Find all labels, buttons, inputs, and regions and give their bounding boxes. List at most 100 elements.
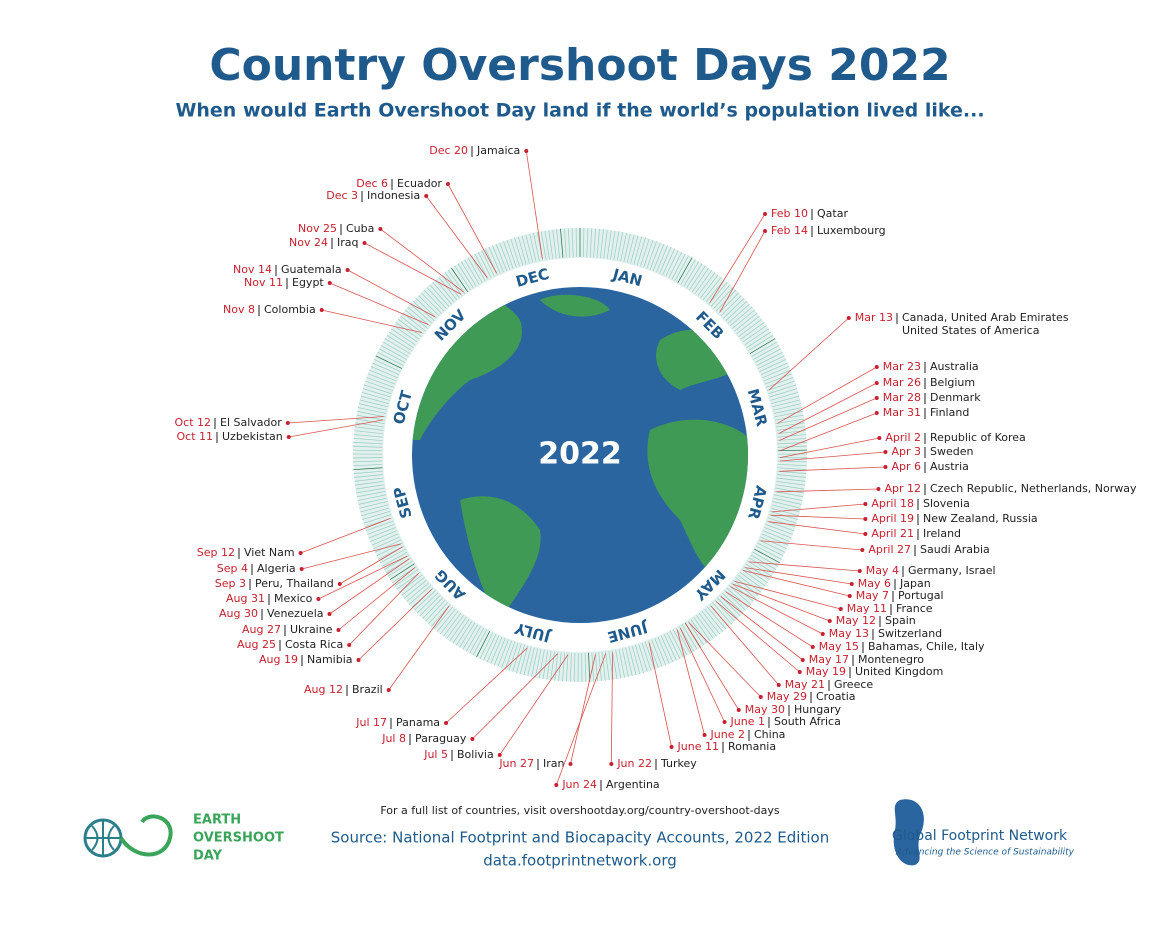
subtitle: When would Earth Overshoot Day land if t…	[175, 100, 984, 122]
leader-dot	[363, 241, 367, 245]
leader-dot	[328, 612, 332, 616]
entry-country: Egypt	[292, 276, 324, 289]
entry-date: Aug 27	[242, 623, 281, 636]
entry-country: Montenegro	[858, 653, 924, 666]
entry-date: June 2	[710, 728, 745, 741]
leader-line	[349, 573, 419, 645]
entry-country: Portugal	[898, 589, 944, 602]
entry-date: Jun 27	[498, 757, 534, 770]
entry-date: Mar 31	[883, 406, 921, 419]
entry-country: Hungary	[794, 703, 841, 716]
eod-text: DAY	[193, 849, 223, 864]
leader-dot	[863, 517, 867, 521]
entry-country: Guatemala	[281, 263, 342, 276]
title: Country Overshoot Days 2022	[209, 40, 950, 91]
leader-dot	[850, 582, 854, 586]
entry-country: Indonesia	[367, 189, 420, 202]
entry-country: Cuba	[346, 222, 374, 235]
entry-country: Costa Rica	[285, 638, 343, 651]
leader-dot	[801, 658, 805, 662]
entry-date: Apr 6	[891, 460, 921, 473]
entry-date: Sep 3	[215, 577, 246, 590]
entry-date: June 1	[730, 715, 765, 728]
entry-date: Apr 3	[891, 445, 921, 458]
entry-country: Algeria	[257, 562, 296, 575]
entry-date: Jul 8	[381, 732, 406, 745]
center-year: 2022	[538, 437, 622, 472]
leader-dot	[347, 643, 351, 647]
entry-country: France	[896, 602, 933, 615]
leader-dot	[328, 281, 332, 285]
entry-date: Aug 12	[304, 683, 343, 696]
leader-dot	[860, 548, 864, 552]
leader-dot	[737, 708, 741, 712]
leader-dot	[875, 381, 879, 385]
entry-date: Dec 20	[429, 144, 468, 157]
leader-dot	[299, 551, 303, 555]
leader-line	[689, 623, 761, 697]
entry-country: Brazil	[352, 683, 383, 696]
leader-dot	[670, 745, 674, 749]
entry-date: April 18	[871, 497, 914, 510]
entry-date: April 21	[871, 527, 914, 540]
leader-dot	[357, 658, 361, 662]
gfn-tagline: Advancing the Science of Sustainability	[895, 848, 1075, 858]
entry-country: Saudi Arabia	[920, 543, 990, 556]
entry-date: Feb 10	[771, 207, 808, 220]
leader-dot	[763, 212, 767, 216]
entry-date: May 12	[836, 614, 876, 627]
leader-dot	[876, 487, 880, 491]
entry-date: Jun 22	[616, 757, 652, 770]
leader-dot	[863, 502, 867, 506]
footer-url: data.footprintnetwork.org	[483, 852, 677, 870]
entry-country: Paraguay	[415, 732, 467, 745]
entry-date: Jul 17	[355, 716, 387, 729]
entry-date: Nov 25	[298, 222, 337, 235]
entry-date: May 6	[858, 577, 891, 590]
leader-dot	[875, 411, 879, 415]
gfn-logo: Global Footprint Network Advancing the S…	[892, 799, 1075, 865]
entry-date: Dec 3	[326, 189, 358, 202]
leader-dot	[446, 182, 450, 186]
entry-date: June 11	[677, 740, 719, 753]
entry-date: May 13	[829, 627, 869, 640]
entry-date: Nov 8	[223, 303, 255, 316]
entry-date: May 15	[819, 640, 859, 653]
entry-country: China	[754, 728, 785, 741]
entry-country: Mexico	[274, 592, 313, 605]
leader-dot	[883, 465, 887, 469]
entry-date: Jul 5	[423, 748, 448, 761]
entry-date: Nov 14	[233, 263, 272, 276]
entry-date: April 19	[871, 512, 914, 525]
leader-dot	[777, 683, 781, 687]
leader-dot	[338, 582, 342, 586]
leader-dot	[877, 436, 881, 440]
entry-date: May 29	[767, 690, 807, 703]
entry-date: Aug 19	[259, 653, 298, 666]
leader-dot	[811, 645, 815, 649]
entry-date: Nov 11	[244, 276, 283, 289]
leader-line	[710, 214, 765, 303]
entry-country: Bolivia	[457, 748, 494, 761]
leader-line	[359, 589, 432, 660]
entry-country: Romania	[728, 740, 776, 753]
leader-dot	[763, 229, 767, 233]
entry-date: May 11	[847, 602, 887, 615]
entry-country: Spain	[885, 614, 916, 627]
entry-country: Turkey	[660, 757, 697, 770]
leader-dot	[287, 435, 291, 439]
leader-line	[338, 568, 414, 630]
entry-country: El Salvador	[220, 416, 282, 429]
entry-country: Slovenia	[923, 497, 970, 510]
leader-dot	[346, 268, 350, 272]
entry-date: Oct 12	[174, 416, 211, 429]
leader-dot	[828, 619, 832, 623]
